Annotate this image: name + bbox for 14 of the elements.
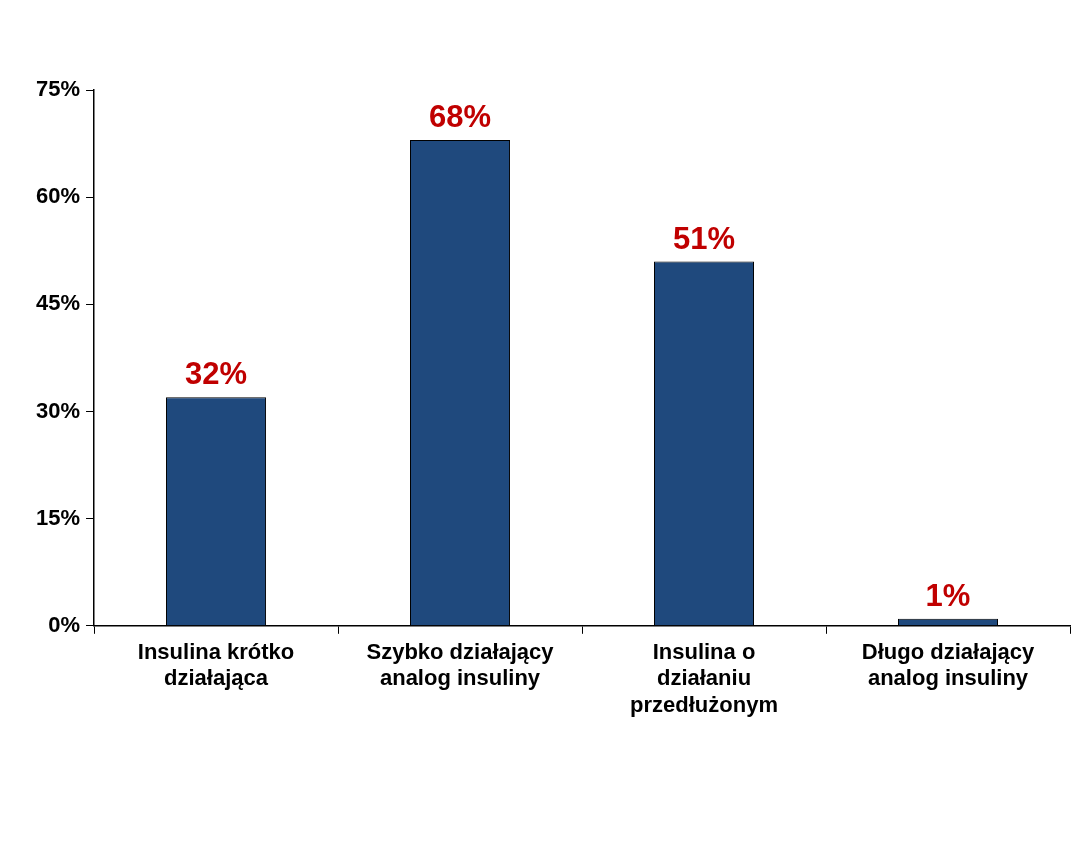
y-tick-label: 75% [35, 76, 81, 102]
data-label: 51% [672, 220, 736, 256]
y-tick-label: 30% [35, 397, 81, 423]
x-tick-label: Insulina krótko działająca [137, 639, 295, 691]
data-label: 1% [925, 577, 971, 613]
x-tick-label: Insulina o działaniu przedłużonym [630, 639, 778, 717]
data-label: 32% [185, 356, 248, 392]
y-tick-label: 60% [35, 183, 81, 209]
data-label: 68% [429, 99, 492, 135]
y-tick-label: 0% [48, 611, 81, 637]
x-tick-label: Szybko działający analog insuliny [366, 639, 555, 691]
y-tick-label: 15% [35, 504, 81, 530]
x-tick-label: Długo działający analog insuliny [861, 639, 1035, 691]
y-tick-label: 45% [35, 290, 81, 316]
